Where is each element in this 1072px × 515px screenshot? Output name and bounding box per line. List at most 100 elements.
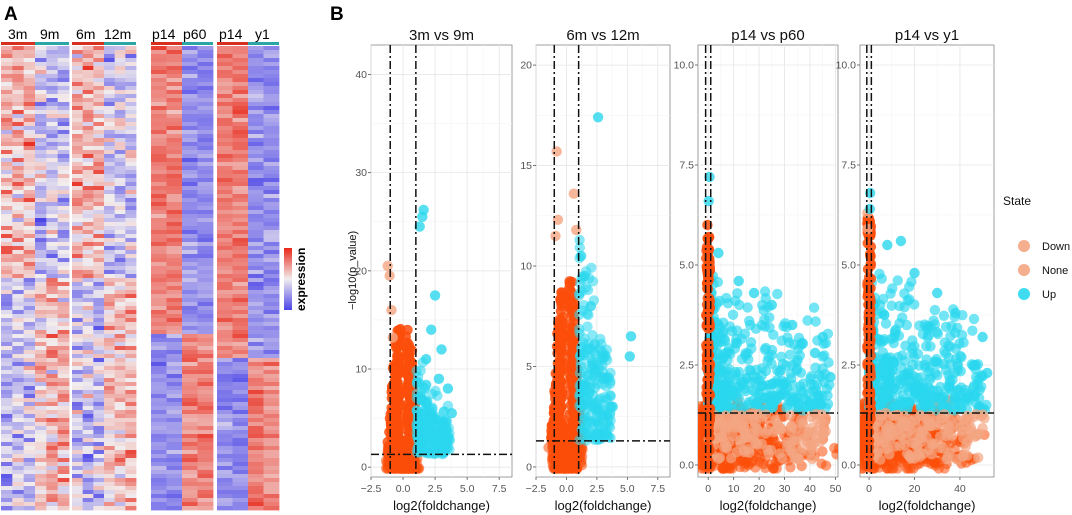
heatmap-cell: [151, 442, 167, 447]
heatmap-cell: [46, 342, 59, 347]
heatmap-cell: [197, 398, 214, 403]
heatmap-cell: [104, 458, 116, 463]
heatmap-cell: [125, 354, 137, 359]
point-none: [546, 428, 557, 440]
heatmap-cell: [1, 454, 13, 459]
heatmap-cell: [104, 90, 116, 95]
heatmap-cell: [35, 414, 47, 419]
heatmap-cell: [57, 362, 70, 367]
heatmap-cell: [166, 134, 183, 139]
heatmap-cell: [248, 250, 264, 255]
heatmap-cell: [182, 102, 198, 107]
heatmap-cell: [57, 278, 70, 283]
heatmap-cell: [182, 198, 198, 203]
heatmap-cell: [217, 238, 233, 243]
heatmap-cell: [57, 150, 70, 155]
heatmap-cell: [1, 310, 13, 315]
heatmap-cell: [72, 454, 84, 459]
heatmap-cell: [57, 314, 70, 319]
heatmap-cell: [72, 122, 84, 127]
heatmap-cell: [46, 422, 59, 427]
heatmap-cell: [12, 402, 25, 407]
heatmap-cell: [166, 334, 183, 339]
heatmap-cell: [46, 442, 59, 447]
heatmap-cell: [72, 58, 84, 63]
heatmap-cell: [12, 326, 25, 331]
heatmap-cell: [182, 62, 198, 67]
heatmap-cell: [217, 410, 233, 415]
heatmap-cell: [151, 174, 167, 179]
heatmap-cell: [1, 478, 13, 483]
heatmap-cell: [166, 214, 183, 219]
heatmap-cell: [248, 454, 264, 459]
heatmap-cell: [151, 306, 167, 311]
point-up: [575, 349, 587, 360]
heatmap-cell: [23, 498, 36, 503]
heatmap-cell: [12, 314, 25, 319]
heatmap-cell: [197, 486, 214, 491]
heatmap-cell: [217, 190, 233, 195]
heatmap-cell: [93, 138, 105, 143]
heatmap-cell: [114, 150, 126, 155]
heatmap-cell: [197, 98, 214, 103]
heatmap-cell: [82, 234, 94, 239]
heatmap-cell: [46, 130, 59, 135]
heatmap-cell: [93, 62, 105, 67]
heatmap-cell: [82, 146, 94, 151]
heatmap-cell: [82, 474, 94, 479]
heatmap-cell: [23, 486, 36, 491]
heatmap-cell: [182, 90, 198, 95]
heatmap-cell: [23, 270, 36, 275]
heatmap-cell: [114, 358, 126, 363]
heatmap-cell: [46, 118, 59, 123]
heatmap-cell: [57, 286, 70, 291]
heatmap-cell: [57, 70, 70, 75]
heatmap-cell: [35, 62, 47, 67]
heatmap-cell: [57, 454, 70, 459]
heatmap-cell: [46, 386, 59, 391]
heatmap-cell: [166, 414, 183, 419]
heatmap-cell: [72, 382, 84, 387]
heatmap-cell: [217, 246, 233, 251]
heatmap-cell: [151, 382, 167, 387]
heatmap-cell: [248, 46, 264, 51]
heatmap-cell: [12, 462, 25, 467]
heatmap-cell: [182, 130, 198, 135]
heatmap-cell: [93, 430, 105, 435]
heatmap-cell: [12, 238, 25, 243]
heatmap-cell: [263, 270, 280, 275]
heatmap-cell: [182, 158, 198, 163]
heatmap-cell: [72, 274, 84, 279]
heatmap-cell: [263, 94, 280, 99]
heatmap-cell: [35, 122, 47, 127]
heatmap-cell: [166, 222, 183, 227]
heatmap-cell: [151, 198, 167, 203]
heatmap-cell: [23, 442, 36, 447]
heatmap-cell: [72, 138, 84, 143]
heatmap-cell: [1, 306, 13, 311]
heatmap-cell: [197, 238, 214, 243]
heatmap-cell: [197, 306, 214, 311]
heatmap-cell: [217, 282, 233, 287]
heatmap-cell: [57, 94, 70, 99]
heatmap-cell: [46, 98, 59, 103]
heatmap-cell: [263, 346, 280, 351]
heatmap-cell: [263, 366, 280, 371]
heatmap-cell: [217, 418, 233, 423]
heatmap-cell: [93, 302, 105, 307]
heatmap-cell: [23, 174, 36, 179]
heatmap-cell: [182, 442, 198, 447]
heatmap-cell: [93, 366, 105, 371]
heatmap-cell: [104, 346, 116, 351]
heatmap-cell: [35, 306, 47, 311]
heatmap-cell: [114, 250, 126, 255]
heatmap-cell: [35, 50, 47, 55]
heatmap-cell: [166, 302, 183, 307]
heatmap-cell: [72, 442, 84, 447]
heatmap-cell: [46, 458, 59, 463]
heatmap-cell: [114, 194, 126, 199]
heatmap-cell: [72, 150, 84, 155]
heatmap-cell: [114, 346, 126, 351]
heatmap-cell: [151, 406, 167, 411]
